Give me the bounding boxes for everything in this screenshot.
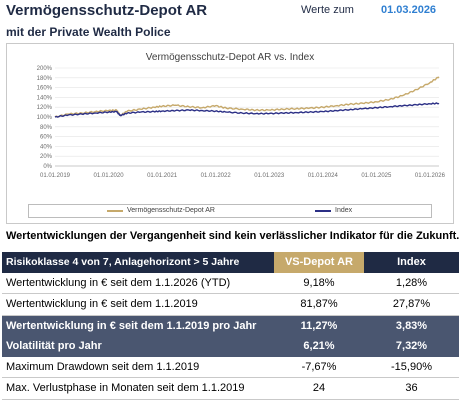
row-vs-value: 9,18% xyxy=(274,272,364,294)
table-row: Volatilität pro Jahr 6,21% 7,32% xyxy=(2,336,459,357)
legend-label-vs: Vermögensschutz-Depot AR xyxy=(127,207,215,214)
table-header-index: Index xyxy=(364,252,459,273)
y-tick-label: 0% xyxy=(43,164,52,170)
table-row: Wertentwicklung in € seit dem 1.1.2019 p… xyxy=(2,315,459,336)
row-label: Maximum Drawdown seit dem 1.1.2019 xyxy=(2,356,274,378)
performance-chart: Vermögensschutz-Depot AR vs. Index 0% 20%… xyxy=(6,43,454,224)
row-index-value: 3,83% xyxy=(364,315,459,336)
row-label: Max. Verlustphase in Monaten seit dem 1.… xyxy=(2,377,274,400)
chart-svg: Vermögensschutz-Depot AR vs. Index 0% 20%… xyxy=(37,52,446,179)
page-title: Vermögensschutz-Depot AR xyxy=(6,2,208,19)
page-subtitle: mit der Private Wealth Police xyxy=(6,25,171,39)
x-tick-label: 01.01.2025 xyxy=(361,173,392,179)
row-index-value: 27,87% xyxy=(364,293,459,316)
row-vs-value: -7,67% xyxy=(274,356,364,378)
y-tick-label: 100% xyxy=(37,115,53,121)
table-header-risk: Risikoklasse 4 von 7, Anlagehorizont > 5… xyxy=(2,252,274,273)
y-tick-label: 140% xyxy=(37,95,53,101)
table-header-vs: VS-Depot AR xyxy=(274,252,364,273)
chart-title: Vermögensschutz-Depot AR vs. Index xyxy=(146,52,314,63)
row-index-value: 36 xyxy=(364,377,459,400)
table-header-row: Risikoklasse 4 von 7, Anlagehorizont > 5… xyxy=(2,252,459,273)
y-tick-label: 180% xyxy=(37,76,53,82)
series-line-vs-depot xyxy=(54,76,440,118)
x-tick-label: 01.01.2024 xyxy=(308,173,339,179)
date-value: 01.03.2026 xyxy=(381,4,437,16)
row-index-value: 7,32% xyxy=(364,336,459,357)
table-row: Wertentwicklung in € seit dem 1.1.2019 8… xyxy=(2,293,459,316)
table-row: Max. Verlustphase in Monaten seit dem 1.… xyxy=(2,377,459,400)
table-row: Wertentwicklung in € seit dem 1.1.2026 (… xyxy=(2,272,459,294)
x-tick-label: 01.01.2023 xyxy=(254,173,285,179)
date-label: Werte zum xyxy=(301,4,354,16)
row-vs-value: 6,21% xyxy=(274,336,364,357)
row-label: Volatilität pro Jahr xyxy=(2,336,274,357)
legend-swatch-vs xyxy=(107,209,123,212)
y-tick-label: 120% xyxy=(37,105,53,111)
x-tick-label: 01.01.2019 xyxy=(40,173,71,179)
legend-item-index: Index xyxy=(315,207,352,214)
series-line-index xyxy=(54,102,440,118)
y-tick-label: 40% xyxy=(40,144,53,150)
y-tick-label: 160% xyxy=(37,86,53,92)
legend-label-index: Index xyxy=(335,207,353,214)
x-tick-label: 01.01.2020 xyxy=(94,173,125,179)
row-vs-value: 11,27% xyxy=(274,315,364,336)
chart-legend: Vermögensschutz-Depot AR Index xyxy=(28,204,432,218)
row-vs-value: 24 xyxy=(274,377,364,400)
row-vs-value: 81,87% xyxy=(274,293,364,316)
row-label: Wertentwicklung in € seit dem 1.1.2026 (… xyxy=(2,272,274,294)
x-tick-label: 01.01.2022 xyxy=(201,173,232,179)
x-tick-label: 01.01.2021 xyxy=(147,173,178,179)
row-label: Wertentwicklung in € seit dem 1.1.2019 xyxy=(2,293,274,316)
disclaimer-text: Wertentwicklungen der Vergangenheit sind… xyxy=(6,230,460,242)
performance-table: Risikoklasse 4 von 7, Anlagehorizont > 5… xyxy=(2,252,459,400)
y-tick-label: 60% xyxy=(40,135,53,141)
y-tick-label: 200% xyxy=(37,66,53,72)
row-label: Wertentwicklung in € seit dem 1.1.2019 p… xyxy=(2,315,274,336)
row-index-value: -15,90% xyxy=(364,356,459,378)
x-tick-label: 01.01.2026 xyxy=(415,173,446,179)
legend-item-vs: Vermögensschutz-Depot AR xyxy=(107,207,215,214)
y-tick-label: 80% xyxy=(40,125,53,131)
legend-swatch-index xyxy=(315,209,331,212)
table-row: Maximum Drawdown seit dem 1.1.2019 -7,67… xyxy=(2,356,459,378)
y-tick-label: 20% xyxy=(40,154,53,160)
row-index-value: 1,28% xyxy=(364,272,459,294)
